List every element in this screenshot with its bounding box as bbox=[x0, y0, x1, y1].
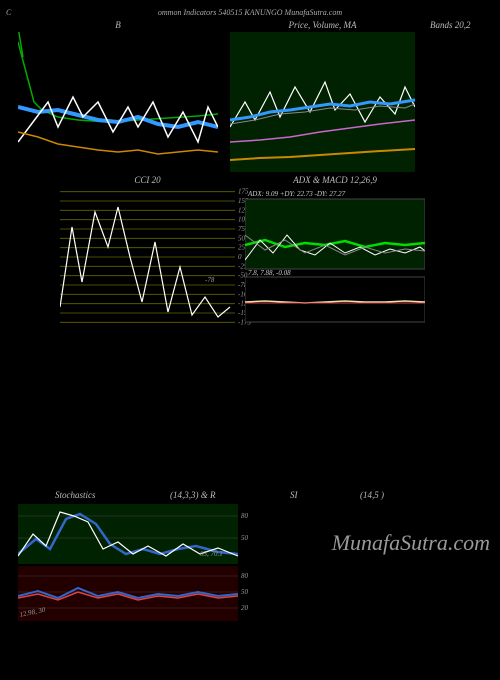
svg-text:80: 80 bbox=[241, 572, 249, 580]
chart-title-price: Price, Volume, MA bbox=[230, 20, 415, 30]
svg-text:-78: -78 bbox=[205, 276, 215, 284]
page-title: ommon Indicators 540515 KANUNGO MunafaSu… bbox=[0, 8, 500, 17]
svg-text:0: 0 bbox=[238, 253, 242, 261]
svg-text:20: 20 bbox=[241, 604, 249, 612]
svg-text:ADX: 9.09 +DY: 22.73 -DY: 27.2: ADX: 9.09 +DY: 22.73 -DY: 27.27 bbox=[247, 190, 346, 198]
chart-title-cci: CCI 20 bbox=[60, 175, 235, 185]
svg-text:80: 80 bbox=[241, 512, 249, 520]
svg-text:50: 50 bbox=[241, 534, 249, 542]
svg-text:65, 70.1: 65, 70.1 bbox=[200, 550, 223, 558]
chart-title-b: B bbox=[18, 20, 218, 30]
chart-title-adx: ADX & MACD 12,26,9 bbox=[245, 175, 425, 185]
svg-text:50: 50 bbox=[241, 588, 249, 596]
watermark-text: MunafaSutra.com bbox=[332, 530, 490, 556]
svg-text:7.8, 7.88, -0.08: 7.8, 7.88, -0.08 bbox=[248, 269, 291, 277]
label-bands: Bands 20,2 bbox=[430, 20, 471, 30]
